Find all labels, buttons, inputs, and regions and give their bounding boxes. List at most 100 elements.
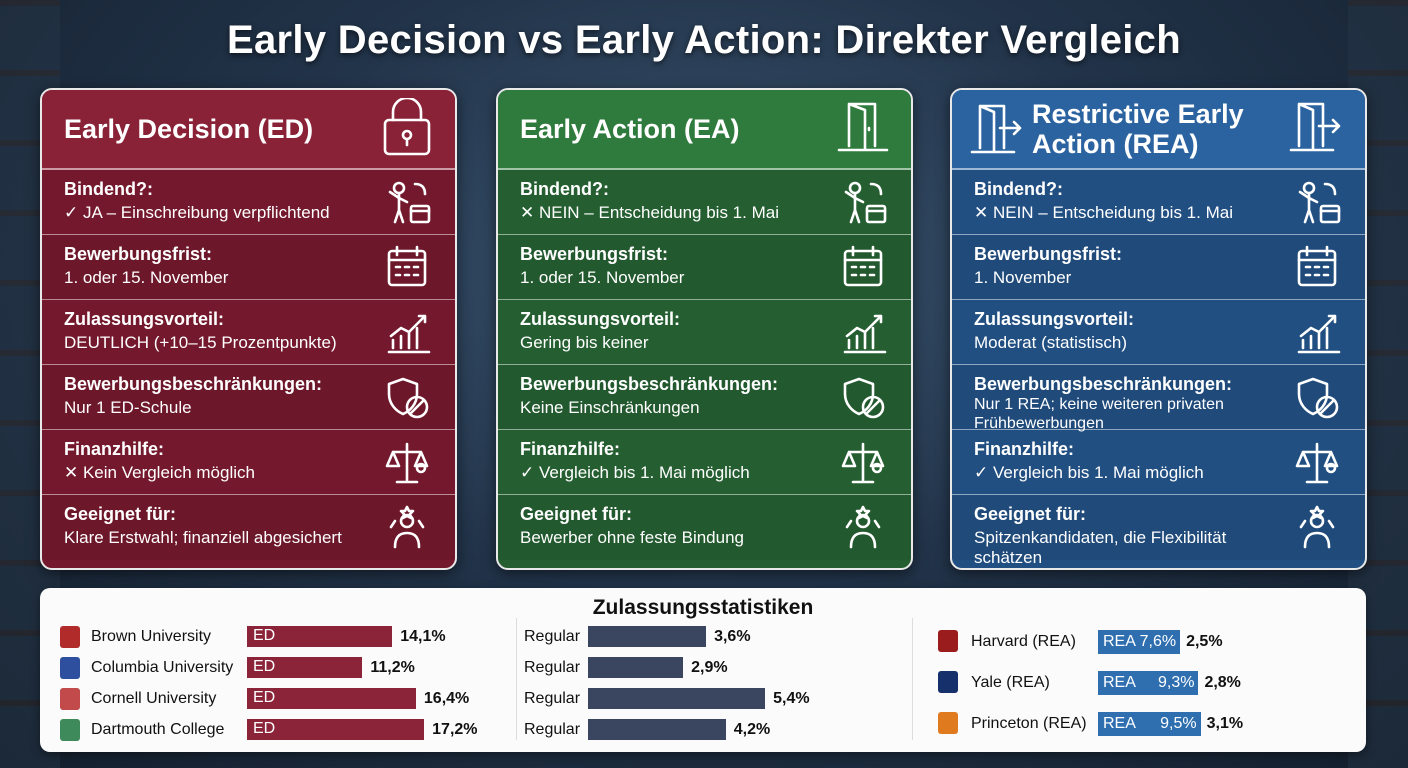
card-title: Early Action (EA) bbox=[520, 114, 740, 144]
card-rows: Bindend?: ✕ NEIN – Entscheidung bis 1. Ma… bbox=[498, 170, 911, 568]
card-rows: Bindend?: ✓ JA – Einschreibung verpflicht… bbox=[42, 170, 455, 568]
value-label: 2,9% bbox=[691, 659, 728, 676]
row-text: DEUTLICH (+10–15 Prozentpunkte) bbox=[64, 333, 337, 352]
row-label: Finanzhilfe: bbox=[974, 439, 1074, 459]
row-label: Bindend?: bbox=[520, 179, 609, 199]
card-row: Zulassungsvorteil: Gering bis keiner bbox=[498, 300, 911, 365]
ed-bar: ED bbox=[247, 719, 425, 740]
row-label: Bewerbungsfrist: bbox=[520, 244, 669, 264]
regular-bar bbox=[588, 626, 707, 647]
rea-bar: REA 9,3% bbox=[1098, 671, 1199, 695]
row-text: ✓ JA – Einschreibung verpflichtend bbox=[64, 203, 330, 222]
rea-bar: REA 9,5% bbox=[1098, 712, 1201, 736]
bar-label: ED bbox=[253, 658, 276, 675]
card-row: Geeignet für: Spitzenkandidaten, die Flex… bbox=[952, 495, 1365, 567]
card-row: Finanzhilfe: ✓ Vergleich bis 1. Mai mögli… bbox=[952, 430, 1365, 495]
row-icon bbox=[387, 314, 431, 354]
row-text: Nur 1 ED-Schule bbox=[64, 398, 192, 417]
value-label: 4,2% bbox=[733, 721, 771, 738]
row-text: 1. November bbox=[974, 268, 1072, 287]
row-icon bbox=[385, 442, 429, 484]
card-title: Restrictive Early Action (REA) bbox=[1032, 99, 1244, 159]
school-logo bbox=[938, 712, 958, 734]
school-name: Yale (REA) bbox=[971, 674, 1050, 691]
row-icon bbox=[844, 181, 887, 224]
card-row: Bindend?: ✓ JA – Einschreibung verpflicht… bbox=[42, 170, 455, 235]
school-name: Columbia University bbox=[91, 659, 234, 676]
row-icon bbox=[843, 314, 887, 354]
bar-label: ED bbox=[253, 720, 276, 737]
regular-bar bbox=[588, 657, 684, 678]
regular-label: Regular bbox=[524, 659, 581, 676]
row-icon bbox=[1295, 442, 1339, 484]
school-logo bbox=[60, 657, 80, 679]
row-text: Gering bis keiner bbox=[520, 333, 649, 352]
row-label: Geeignet für: bbox=[520, 504, 633, 524]
row-label: Geeignet für: bbox=[974, 504, 1087, 524]
row-icon bbox=[1297, 377, 1339, 419]
value-label: 5,4% bbox=[773, 690, 810, 707]
card-row: Finanzhilfe: ✕ Kein Vergleich möglich bbox=[42, 430, 455, 495]
card-header-icon bbox=[383, 98, 431, 156]
card-row: Geeignet für: Klare Erstwahl; finanziell … bbox=[42, 495, 455, 560]
card-header-icon bbox=[970, 104, 1022, 154]
card-row: Bindend?: ✕ NEIN – Entscheidung bis 1. Ma… bbox=[952, 170, 1365, 235]
value-label: 9,5% bbox=[1160, 715, 1197, 732]
comparison-card: Early Action (EA) Bindend?: ✕ NEIN – Entsc… bbox=[496, 88, 913, 570]
regular-value-label: 3,1% bbox=[1206, 715, 1244, 732]
row-text: ✕ NEIN – Entscheidung bis 1. Mai bbox=[520, 203, 779, 222]
school-logo bbox=[60, 688, 80, 710]
regular-label: Regular bbox=[524, 721, 581, 738]
card-row: Zulassungsvorteil: Moderat (statistisch) bbox=[952, 300, 1365, 365]
row-label: Bewerbungsbeschränkungen: bbox=[64, 374, 323, 394]
row-label: Zulassungsvorteil: bbox=[64, 309, 225, 329]
card-header-icon bbox=[1289, 102, 1341, 152]
card-row: Finanzhilfe: ✓ Vergleich bis 1. Mai mögli… bbox=[498, 430, 911, 495]
row-text: ✓ Vergleich bis 1. Mai möglich bbox=[520, 463, 750, 482]
regular-value-label: 2,5% bbox=[1186, 633, 1223, 650]
row-label: Zulassungsvorteil: bbox=[974, 309, 1135, 329]
row-icon bbox=[841, 442, 885, 484]
row-label: Geeignet für: bbox=[64, 504, 177, 524]
card-header: Restrictive Early Action (REA) bbox=[952, 90, 1365, 170]
card-rows: Bindend?: ✕ NEIN – Entscheidung bis 1. Ma… bbox=[952, 170, 1365, 568]
value-label: 16,4% bbox=[423, 690, 470, 707]
row-text: ✓ Vergleich bis 1. Mai möglich bbox=[974, 463, 1204, 482]
regular-bar bbox=[588, 719, 726, 740]
school-logo bbox=[60, 626, 80, 648]
row-label: Bewerbungsbeschränkungen: bbox=[520, 374, 779, 394]
school-name: Cornell University bbox=[91, 690, 217, 707]
stats-panel: Zulassungsstatistiken Brown University ED… bbox=[40, 588, 1366, 752]
row-text: 1. oder 15. November bbox=[64, 268, 229, 287]
stats-title: Zulassungsstatistiken bbox=[592, 596, 814, 619]
row-icon bbox=[389, 505, 425, 549]
page-title: Early Decision vs Early Action: Direkter… bbox=[227, 18, 1181, 62]
ed-bar: ED bbox=[247, 626, 393, 647]
row-icon bbox=[1297, 314, 1341, 354]
row-text: 1. oder 15. November bbox=[520, 268, 685, 287]
divider bbox=[912, 618, 913, 740]
value-label: 11,2% bbox=[370, 659, 415, 676]
row-label: Bewerbungsbeschränkungen: bbox=[974, 374, 1233, 394]
row-icon bbox=[843, 245, 883, 287]
row-text: Bewerber ohne feste Bindung bbox=[520, 528, 744, 547]
row-text: Klare Erstwahl; finanziell abgesichert bbox=[64, 528, 342, 547]
regular-bar bbox=[588, 688, 766, 709]
value-label: 14,1% bbox=[400, 628, 446, 645]
card-row: Bewerbungsbeschränkungen: Nur 1 REA; kein… bbox=[952, 365, 1365, 432]
value-label: 3,6% bbox=[714, 628, 751, 645]
bar-label: ED bbox=[253, 627, 276, 644]
row-label: Finanzhilfe: bbox=[64, 439, 164, 459]
row-text: Spitzenkandidaten, die Flexibilität schä… bbox=[974, 528, 1227, 567]
school-name: Princeton (REA) bbox=[971, 715, 1087, 732]
card-header: Early Decision (ED) bbox=[42, 90, 455, 170]
row-icon bbox=[843, 377, 885, 419]
card-header-icon bbox=[837, 102, 889, 152]
value-label: 9,3% bbox=[1157, 674, 1195, 691]
card-row: Bewerbungsfrist: 1. November bbox=[952, 235, 1365, 300]
school-name: Brown University bbox=[91, 628, 212, 645]
row-icon bbox=[1299, 505, 1335, 549]
school-name: Harvard (REA) bbox=[971, 633, 1076, 650]
school-logo bbox=[938, 630, 958, 652]
bar-label: REA bbox=[1103, 674, 1136, 691]
